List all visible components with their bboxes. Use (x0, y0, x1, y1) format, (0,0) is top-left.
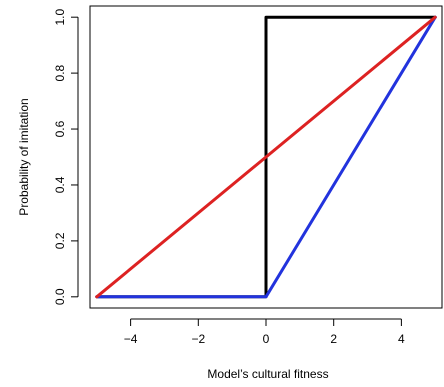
y-tick-label: 0.0 (53, 288, 67, 305)
y-tick-label: 1.0 (53, 9, 67, 26)
y-axis-title: Probability of imitation (17, 98, 31, 215)
x-tick-label: 4 (398, 332, 405, 346)
series-line-2 (95, 15, 437, 299)
plot-frame (89, 5, 443, 309)
y-tick-label: 0.8 (53, 64, 67, 81)
x-tick-label: 2 (330, 332, 337, 346)
series-line-3 (95, 15, 437, 299)
series-layer (95, 15, 437, 299)
y-tick-label: 0.4 (53, 176, 67, 193)
y-tick-label: 0.2 (53, 232, 67, 249)
x-tick-label: −4 (124, 332, 138, 346)
x-tick-label: 0 (263, 332, 270, 346)
y-tick-label: 0.6 (53, 120, 67, 137)
x-tick-label: −2 (191, 332, 205, 346)
y-axis: 0.0 0.2 0.4 0.6 0.8 1.0 (53, 9, 79, 305)
x-axis: −4 −2 0 2 4 (124, 318, 405, 346)
x-axis-title: Model’s cultural fitness (207, 367, 328, 381)
